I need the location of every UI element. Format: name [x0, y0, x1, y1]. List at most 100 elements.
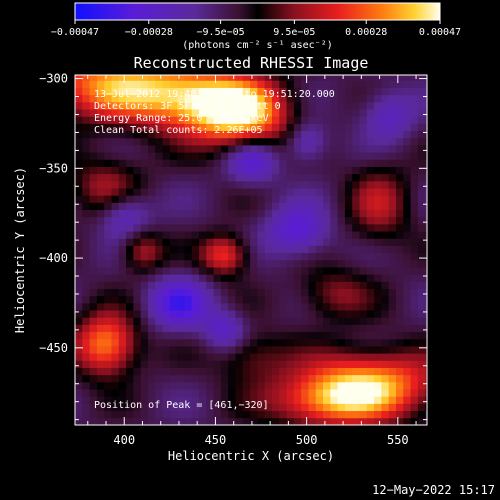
heatmap-cell	[403, 109, 411, 117]
heatmap-cell	[104, 338, 112, 347]
heatmap-cell	[250, 403, 258, 412]
heatmap-cell	[235, 245, 244, 254]
heatmap-cell	[330, 173, 339, 182]
heatmap-cell	[337, 145, 346, 153]
heatmap-cell	[242, 360, 251, 368]
heatmap-cell	[140, 223, 149, 232]
heatmap-cell	[206, 396, 215, 404]
heatmap-cell	[279, 274, 287, 282]
heatmap-cell	[82, 223, 90, 232]
heatmap-cell	[184, 259, 193, 268]
heatmap-cell	[381, 360, 390, 368]
heatmap-cell	[301, 231, 309, 239]
heatmap-cell	[169, 267, 178, 275]
heatmap-cell	[323, 145, 331, 153]
heatmap-cell	[264, 159, 273, 167]
heatmap-cell	[344, 202, 353, 211]
heatmap-cell	[206, 389, 215, 397]
heatmap-cell	[177, 94, 185, 103]
heatmap-cell	[242, 403, 251, 412]
heatmap-cell	[344, 403, 353, 412]
heatmap-cell	[118, 137, 127, 146]
heatmap-cell	[96, 145, 105, 153]
heatmap-cell	[89, 223, 98, 232]
heatmap-cell	[271, 267, 280, 275]
heatmap-cell	[271, 338, 280, 347]
heatmap-cell	[206, 259, 215, 268]
heatmap-cell	[177, 353, 185, 361]
heatmap-cell	[271, 410, 280, 419]
heatmap-cell	[323, 274, 331, 282]
heatmap-cell	[366, 75, 375, 81]
heatmap-cell	[425, 223, 427, 232]
heatmap-cell	[410, 252, 419, 261]
heatmap-cell	[140, 152, 149, 160]
heatmap-cell	[264, 417, 273, 425]
y-tick-label: −350	[39, 161, 68, 175]
heatmap-cell	[75, 281, 83, 289]
heatmap-cell	[279, 166, 287, 175]
heatmap-cell	[133, 267, 142, 275]
heatmap-cell	[330, 216, 339, 225]
heatmap-cell	[75, 374, 83, 383]
heatmap-cell	[82, 245, 90, 254]
heatmap-cell	[381, 87, 390, 96]
heatmap-cell	[337, 267, 346, 275]
heatmap-cell	[381, 252, 390, 261]
heatmap-cell	[366, 87, 375, 96]
heatmap-cell	[133, 231, 142, 239]
heatmap-cell	[403, 267, 411, 275]
heatmap-cell	[381, 245, 390, 254]
heatmap-cell	[315, 145, 324, 153]
heatmap-cell	[403, 389, 411, 397]
heatmap-cell	[293, 245, 302, 254]
heatmap-cell	[133, 130, 142, 139]
heatmap-cell	[213, 259, 222, 268]
heatmap-cell	[126, 389, 134, 397]
heatmap-cell	[271, 80, 280, 88]
heatmap-cell	[315, 75, 324, 81]
annotation-energy: Energy Range: 25.0 − 50.0 keV	[94, 113, 269, 124]
heatmap-cell	[126, 173, 134, 182]
heatmap-cell	[425, 130, 427, 139]
heatmap-cell	[191, 310, 200, 318]
heatmap-cell	[315, 396, 324, 404]
heatmap-cell	[410, 403, 419, 412]
heatmap-cell	[169, 310, 178, 318]
heatmap-cell	[359, 209, 368, 218]
heatmap-cell	[206, 338, 215, 347]
heatmap-cell	[213, 180, 222, 189]
heatmap-cell	[315, 173, 324, 182]
heatmap-cell	[169, 75, 178, 81]
heatmap-cell	[147, 389, 156, 397]
heatmap-cell	[352, 80, 360, 88]
y-tick-label: −400	[39, 251, 68, 265]
heatmap-cell	[89, 331, 98, 340]
heatmap-cell	[301, 195, 309, 203]
heatmap-cell	[381, 123, 390, 132]
heatmap-cell	[344, 238, 353, 246]
heatmap-cell	[104, 396, 112, 404]
heatmap-cell	[323, 130, 331, 139]
heatmap-cell	[366, 281, 375, 289]
heatmap-cell	[199, 302, 207, 311]
colorbar-gradient	[74, 2, 441, 21]
heatmap-cell	[403, 145, 411, 153]
heatmap-cell	[417, 331, 426, 340]
heatmap-cell	[140, 259, 149, 268]
heatmap-cell	[89, 231, 98, 239]
heatmap-cell	[235, 331, 244, 340]
heatmap-cell	[242, 238, 251, 246]
heatmap-cell	[293, 238, 302, 246]
heatmap-cell	[279, 396, 287, 404]
heatmap-cell	[323, 238, 331, 246]
heatmap-cell	[374, 267, 382, 275]
heatmap-cell	[374, 396, 382, 404]
heatmap-cell	[89, 87, 98, 96]
heatmap-cell	[425, 87, 427, 96]
heatmap-cell	[403, 324, 411, 333]
heatmap-cell	[366, 338, 375, 347]
heatmap-cell	[359, 123, 368, 132]
heatmap-cell	[162, 137, 171, 146]
heatmap-cell	[381, 137, 390, 146]
